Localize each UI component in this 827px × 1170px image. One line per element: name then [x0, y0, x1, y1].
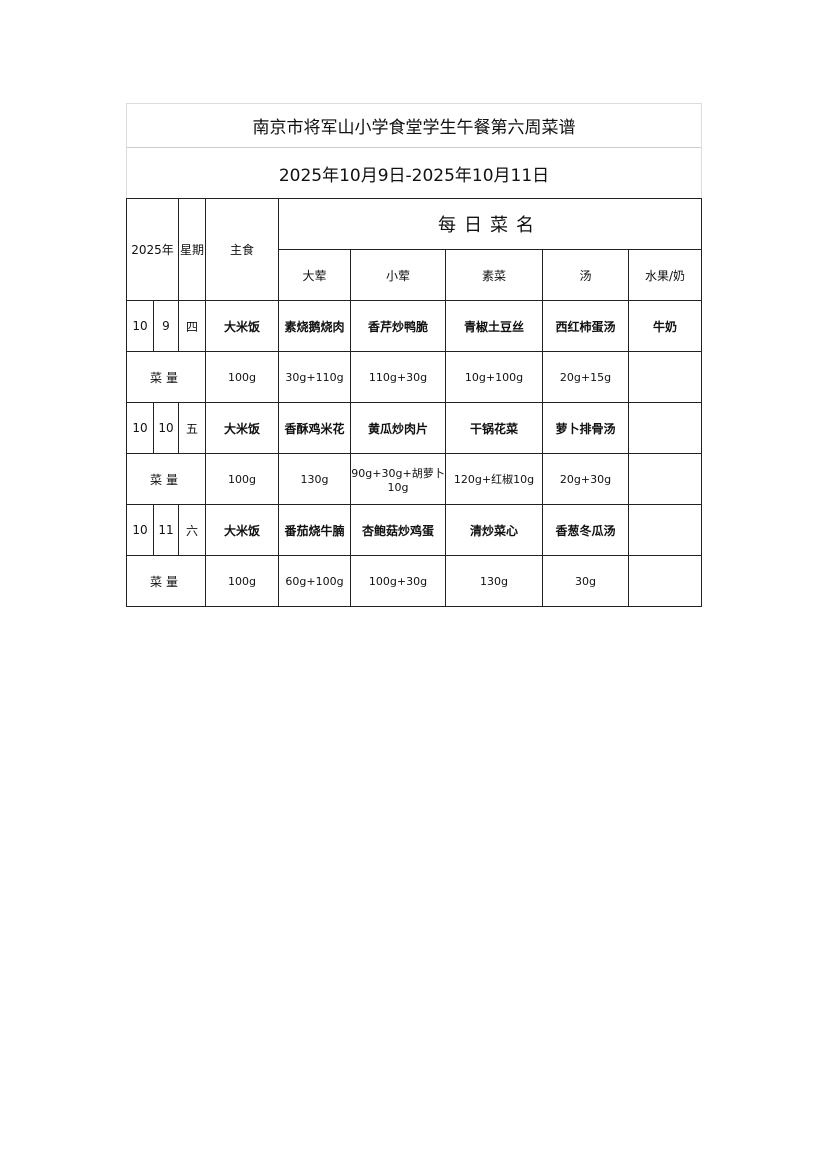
header-soup: 汤: [542, 249, 629, 301]
main-dish-cell: 素烧鹅烧肉: [278, 300, 351, 352]
fruit-cell: 牛奶: [628, 300, 702, 352]
header-main: 大荤: [278, 249, 351, 301]
header-daily-dishes: 每日菜名: [278, 198, 702, 250]
quantity-label: 菜量: [126, 453, 206, 505]
soup-cell: 香葱冬瓜汤: [542, 504, 629, 556]
day-cell: 11: [153, 504, 179, 556]
quantity-row: 菜量 100g 60g+100g 100g+30g 130g 30g: [126, 555, 702, 607]
quantity-staple: 100g: [205, 453, 279, 505]
quantity-veg: 120g+红椒10g: [445, 453, 543, 505]
quantity-fruit: [628, 453, 702, 505]
header-year: 2025年: [126, 198, 179, 301]
quantity-fruit: [628, 351, 702, 403]
header-minor: 小荤: [350, 249, 446, 301]
date-range: 2025年10月9日-2025年10月11日: [126, 147, 702, 199]
quantity-soup: 20g+15g: [542, 351, 629, 403]
dish-row: 10 9 四大米饭 素烧鹅烧肉 香芹炒鸭脆 青椒土豆丝 西红柿蛋汤 牛奶: [126, 300, 702, 352]
quantity-staple: 100g: [205, 351, 279, 403]
month-cell: 10: [126, 504, 154, 556]
weekday-cell: 六: [178, 504, 206, 556]
veg-dish-cell: 清炒菜心: [445, 504, 543, 556]
header-veg: 素菜: [445, 249, 543, 301]
quantity-soup: 20g+30g: [542, 453, 629, 505]
veg-dish-cell: 青椒土豆丝: [445, 300, 543, 352]
header-fruit: 水果/奶: [628, 249, 702, 301]
veg-dish-cell: 干锅花菜: [445, 402, 543, 454]
quantity-main: 30g+110g: [278, 351, 351, 403]
month-cell: 10: [126, 402, 154, 454]
quantity-main: 130g: [278, 453, 351, 505]
dish-row: 10 11 六大米饭 番茄烧牛腩 杏鲍菇炒鸡蛋 清炒菜心 香葱冬瓜汤: [126, 504, 702, 556]
day-cell: 9: [153, 300, 179, 352]
staple-cell: 大米饭: [205, 402, 279, 454]
quantity-row: 菜量 100g 130g 90g+30g+胡萝卜10g 120g+红椒10g 20g+30…: [126, 453, 702, 505]
quantity-label: 菜量: [126, 555, 206, 607]
fruit-cell: [628, 402, 702, 454]
quantity-main: 60g+100g: [278, 555, 351, 607]
quantity-row: 菜量 100g 30g+110g 110g+30g 10g+100g 20g+15g: [126, 351, 702, 403]
quantity-veg: 130g: [445, 555, 543, 607]
weekday-cell: 四: [178, 300, 206, 352]
quantity-soup: 30g: [542, 555, 629, 607]
weekday-cell: 五: [178, 402, 206, 454]
menu-table: 南京市将军山小学食堂学生午餐第六周菜谱 2025年10月9日-2025年10月1…: [126, 103, 702, 607]
minor-dish-cell: 香芹炒鸭脆: [350, 300, 446, 352]
quantity-minor: 90g+30g+胡萝卜10g: [350, 453, 446, 505]
day-cell: 10: [153, 402, 179, 454]
header-weekday: 星期: [178, 198, 206, 301]
header-staple: 主食: [205, 198, 279, 301]
quantity-staple: 100g: [205, 555, 279, 607]
quantity-minor: 100g+30g: [350, 555, 446, 607]
quantity-veg: 10g+100g: [445, 351, 543, 403]
menu-title: 南京市将军山小学食堂学生午餐第六周菜谱: [126, 103, 702, 148]
quantity-label: 菜量: [126, 351, 206, 403]
main-dish-cell: 香酥鸡米花: [278, 402, 351, 454]
fruit-cell: [628, 504, 702, 556]
soup-cell: 萝卜排骨汤: [542, 402, 629, 454]
soup-cell: 西红柿蛋汤: [542, 300, 629, 352]
minor-dish-cell: 黄瓜炒肉片: [350, 402, 446, 454]
dish-row: 10 10 五大米饭 香酥鸡米花 黄瓜炒肉片 干锅花菜 萝卜排骨汤: [126, 402, 702, 454]
quantity-minor: 110g+30g: [350, 351, 446, 403]
minor-dish-cell: 杏鲍菇炒鸡蛋: [350, 504, 446, 556]
month-cell: 10: [126, 300, 154, 352]
staple-cell: 大米饭: [205, 300, 279, 352]
main-dish-cell: 番茄烧牛腩: [278, 504, 351, 556]
staple-cell: 大米饭: [205, 504, 279, 556]
quantity-fruit: [628, 555, 702, 607]
